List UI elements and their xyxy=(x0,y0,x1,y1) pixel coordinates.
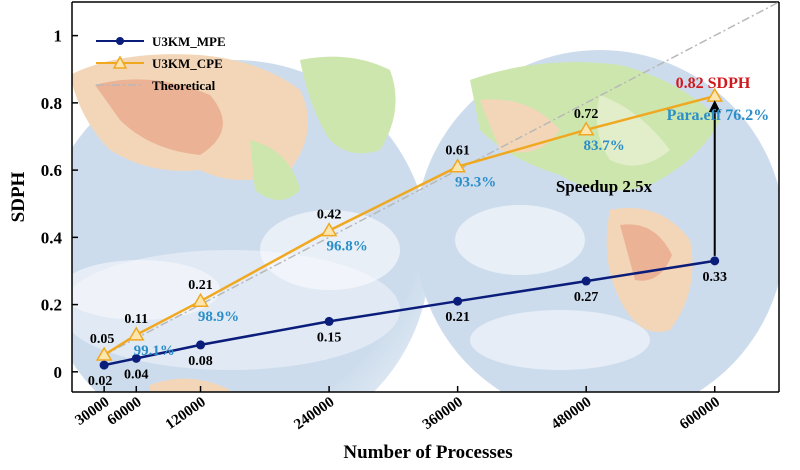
y-ticks: 0 0.2 0.4 0.6 0.8 1 xyxy=(41,27,78,382)
mpe-point xyxy=(453,296,463,306)
x-tick-label: 240000 xyxy=(291,394,337,433)
legend: U3KM_MPE U3KM_CPE Theoretical xyxy=(96,34,226,93)
x-tick-label: 60000 xyxy=(105,394,145,429)
mpe-point xyxy=(99,360,109,370)
series-theoretical xyxy=(103,1,780,356)
cpe-efficiency-label: 83.7% xyxy=(584,138,625,154)
speedup-arrow xyxy=(708,100,721,256)
axes xyxy=(71,1,780,393)
y-tick-label: 0.6 xyxy=(41,161,62,180)
cpe-value-label: 0.05 xyxy=(90,332,115,347)
legend-mpe-label: U3KM_MPE xyxy=(152,34,226,49)
cpe-point xyxy=(127,326,145,341)
cpe-efficiency-label: 99.1% xyxy=(134,343,175,359)
point-labels: 0.02 0.04 0.08 0.15 0.21 0.27 0.33 0.05 0.11 0.21… xyxy=(88,107,727,389)
legend-item-theoretical: Theoretical xyxy=(96,78,216,93)
speedup-annotation: Speedup 2.5x xyxy=(556,177,653,196)
mpe-value-label: 0.04 xyxy=(124,367,149,382)
cpe-point xyxy=(449,158,466,173)
cpe-efficiency-label: 96.8% xyxy=(326,239,367,255)
y-tick-label: 0.2 xyxy=(41,296,62,315)
mpe-point xyxy=(131,353,141,363)
x-axis-title: Number of Processes xyxy=(343,442,512,463)
y-tick-label: 0.8 xyxy=(41,94,62,113)
cpe-value-label: 0.11 xyxy=(124,312,148,327)
mpe-value-label: 0.33 xyxy=(702,270,727,285)
legend-item-cpe: U3KM_CPE xyxy=(96,55,223,71)
mpe-point xyxy=(324,316,334,326)
x-tick-label: 360000 xyxy=(420,394,466,433)
efficiency-annotation: Para.eff 76.2% xyxy=(667,107,770,124)
legend-theoretical-label: Theoretical xyxy=(152,78,216,93)
cpe-point xyxy=(577,121,595,136)
cpe-value-label: 0.72 xyxy=(574,107,599,122)
mpe-value-label: 0.27 xyxy=(574,290,599,305)
cpe-efficiency-label: 93.3% xyxy=(455,175,496,191)
legend-item-mpe: U3KM_MPE xyxy=(96,34,226,49)
x-tick-label: 30000 xyxy=(73,394,113,429)
cpe-value-label: 0.21 xyxy=(188,278,213,293)
y-tick-label: 1 xyxy=(54,27,63,46)
cpe-point xyxy=(192,292,209,307)
cpe-point xyxy=(95,346,113,361)
legend-cpe-label: U3KM_CPE xyxy=(152,56,223,71)
legend-cpe-marker xyxy=(112,55,128,69)
theoretical-line xyxy=(103,1,780,356)
cpe-point xyxy=(320,222,338,237)
mpe-value-label: 0.15 xyxy=(317,330,342,345)
cpe-value-label: 0.61 xyxy=(445,144,470,159)
series-mpe xyxy=(99,256,720,370)
mpe-value-label: 0.02 xyxy=(88,374,113,389)
x-tick-label: 480000 xyxy=(548,394,594,433)
x-tick-label: 600000 xyxy=(677,394,723,433)
speedup-arrow-head xyxy=(708,100,721,113)
y-axis-title: SDPH xyxy=(8,171,29,222)
cpe-efficiency-label: 98.9% xyxy=(198,309,239,325)
series-cpe xyxy=(95,87,724,361)
mpe-point xyxy=(710,256,720,266)
mpe-value-label: 0.08 xyxy=(188,354,213,369)
cpe-value-label: 0.42 xyxy=(317,208,342,223)
y-tick-label: 0.4 xyxy=(41,228,63,247)
mpe-point xyxy=(196,340,206,350)
peak-annotation: 0.82 SDPH xyxy=(676,75,751,92)
legend-mpe-marker xyxy=(116,37,124,45)
mpe-value-label: 0.21 xyxy=(445,310,470,325)
mpe-point xyxy=(581,276,591,286)
x-tick-label: 120000 xyxy=(163,394,209,433)
y-tick-label: 0 xyxy=(54,363,63,382)
left-globe xyxy=(72,54,430,392)
